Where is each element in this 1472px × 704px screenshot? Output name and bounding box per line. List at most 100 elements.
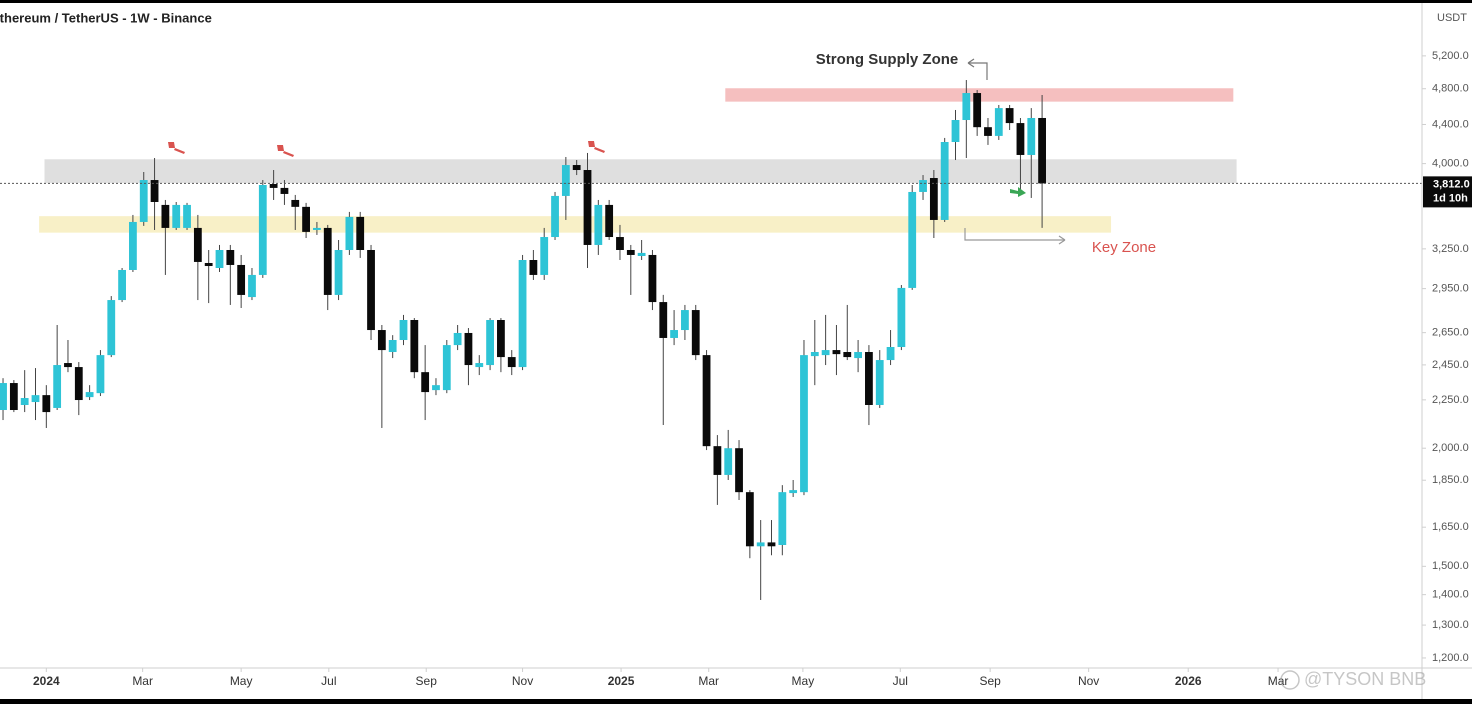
candle-body [388, 340, 397, 353]
flag-marker [168, 142, 185, 154]
candle-body [973, 93, 982, 128]
candle-body [74, 367, 83, 401]
candle-body [616, 237, 624, 250]
candle-body [626, 249, 635, 255]
x-tick-label: Sep [979, 674, 1001, 688]
candle-body [453, 332, 462, 346]
candle-body [789, 490, 798, 494]
candle-body [962, 93, 971, 121]
candle-body [594, 204, 603, 245]
candle-body [929, 178, 938, 220]
candle-body [800, 355, 808, 493]
y-axis-label: USDT [1437, 12, 1467, 24]
candle-body [583, 170, 592, 245]
candle-body [118, 269, 126, 301]
candle-body [486, 319, 494, 366]
candle-body [756, 542, 765, 547]
candle-body [984, 127, 992, 136]
candle-body [9, 383, 18, 411]
candle-body [735, 448, 743, 493]
x-tick-label: Mar [1268, 674, 1289, 688]
flag-marker [588, 141, 605, 153]
candle-body [908, 191, 917, 288]
candle-body [367, 249, 375, 331]
x-tick-label: 2026 [1175, 674, 1202, 688]
y-tick-label: 1,300.0 [1432, 619, 1469, 631]
candle-body [280, 187, 289, 194]
candle-body [0, 383, 7, 411]
candle-body [215, 249, 224, 268]
green-marker [1010, 187, 1026, 197]
x-axis: 2024 Mar May Jul Sep Nov 2025 Mar May Jul Sep Nov 20… [33, 668, 1288, 688]
candle-body [107, 300, 116, 356]
candle-body [648, 254, 657, 303]
overlay: Strong Supply Zone Key Zone [168, 51, 1156, 256]
x-tick-label: Jul [321, 674, 336, 688]
chart-title: Ethereum / TetherUS - 1W - Binance [0, 10, 212, 25]
candle-body [1027, 117, 1036, 155]
candle-body [85, 392, 94, 398]
candle-body [994, 108, 1003, 136]
y-tick-label: 2,650.0 [1432, 327, 1469, 339]
candle-body [226, 249, 235, 265]
candle-body [323, 227, 332, 295]
candle-body [681, 310, 689, 331]
watermark: @TYSON BNB [1304, 669, 1426, 689]
candle-body [951, 120, 960, 143]
top-border [0, 0, 1472, 3]
candle-body [854, 352, 862, 359]
y-tick-label: 2,950.0 [1432, 283, 1469, 295]
candle-body [713, 446, 722, 475]
candle-body [1038, 117, 1046, 184]
flag-markers [168, 141, 605, 157]
y-axis: 5,200.0 4,800.0 4,400.0 4,000.0 3,250.0 2,950… [1422, 50, 1469, 664]
candle-body [20, 398, 29, 405]
candle-body [313, 227, 321, 230]
candle-body [670, 330, 678, 338]
candle-body [691, 310, 700, 356]
candle-body [421, 372, 430, 393]
x-tick-label: May [230, 674, 253, 688]
y-tick-label: 1,400.0 [1432, 589, 1469, 601]
key-arrow [964, 228, 1066, 245]
candle-body [605, 204, 614, 238]
candle-body [745, 492, 754, 547]
candle-body [572, 165, 581, 171]
y-tick-label: 4,000.0 [1432, 158, 1469, 170]
candle-body [821, 350, 830, 356]
candle-body [53, 365, 62, 408]
annotation: Strong Supply Zone [816, 51, 959, 68]
candle-body [540, 237, 549, 275]
candles [0, 80, 1422, 600]
candle-body [518, 259, 527, 368]
x-tick-label: Jul [893, 674, 908, 688]
candle-body [475, 363, 484, 368]
x-tick-label: May [792, 674, 815, 688]
candle-body [1016, 123, 1025, 155]
bottom-border [0, 699, 1472, 704]
candle-body [497, 319, 505, 358]
candle-body [258, 184, 267, 275]
last-price-countdown: 1d 10h [1433, 192, 1468, 204]
candle-body [399, 319, 408, 341]
candle-body [897, 287, 906, 348]
candle-body [767, 542, 776, 547]
watermark-icon [1280, 670, 1300, 690]
candle-body [139, 180, 148, 222]
candle-body [940, 142, 949, 220]
candle-body [302, 206, 310, 232]
last-price-box [1423, 176, 1472, 208]
candle-body [161, 204, 170, 228]
y-tick-label: 1,850.0 [1432, 474, 1469, 486]
supply-arrow [967, 58, 988, 80]
candle-body [442, 345, 451, 391]
candle-body [237, 264, 246, 295]
candle-body [432, 385, 440, 391]
watermark-group: @TYSON BNB [1280, 669, 1426, 690]
y-tick-label: 3,250.0 [1432, 243, 1469, 255]
y-tick-label: 1,650.0 [1432, 521, 1469, 533]
y-tick-label: 2,000.0 [1432, 442, 1469, 454]
candle-body [886, 347, 895, 361]
